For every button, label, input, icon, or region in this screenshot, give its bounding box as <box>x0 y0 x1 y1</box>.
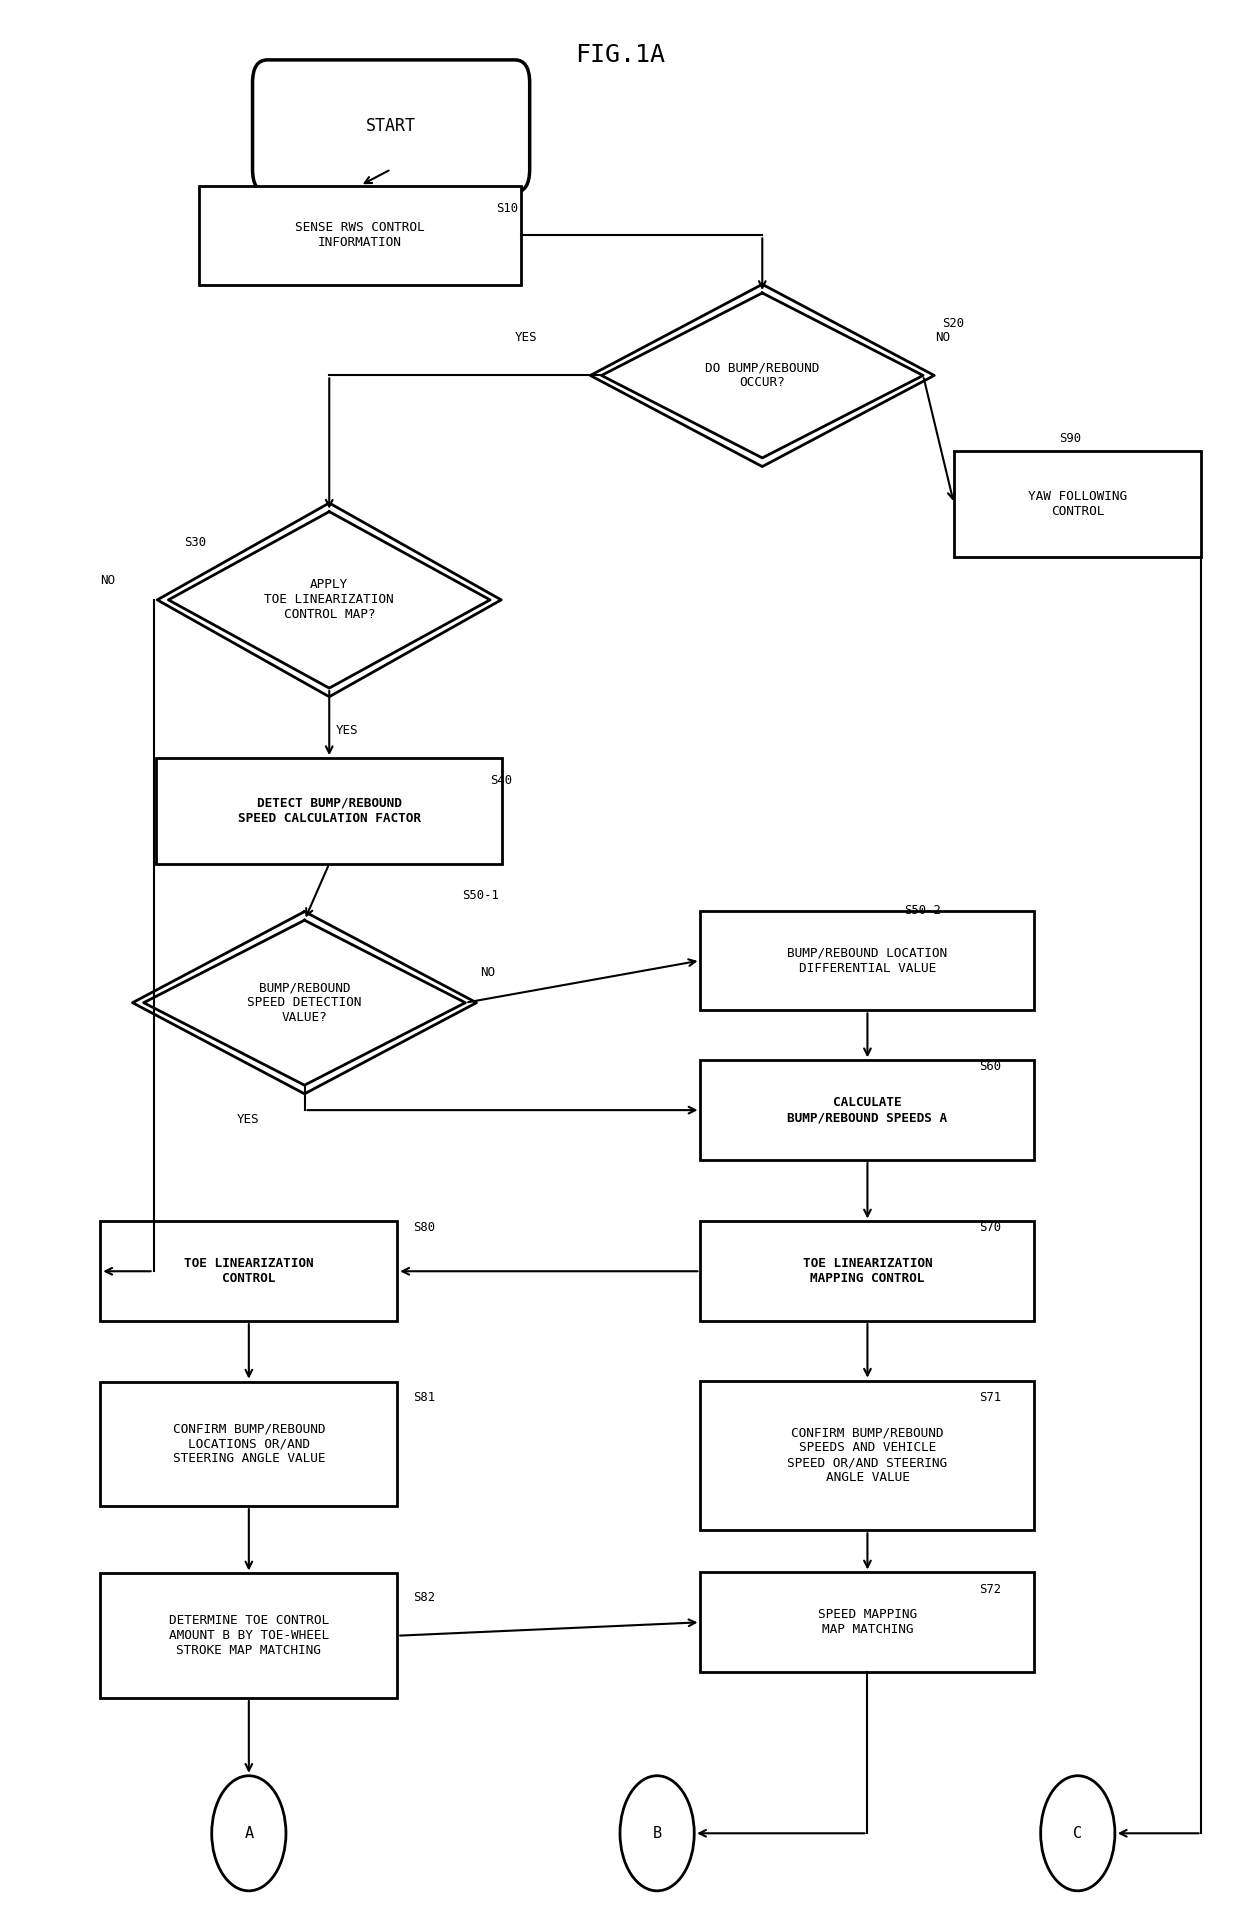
Text: START: START <box>366 117 417 134</box>
Text: S40: S40 <box>490 774 512 788</box>
Text: DETECT BUMP/REBOUND
SPEED CALCULATION FACTOR: DETECT BUMP/REBOUND SPEED CALCULATION FA… <box>238 797 420 824</box>
Bar <box>156 759 502 864</box>
Text: BUMP/REBOUND
SPEED DETECTION
VALUE?: BUMP/REBOUND SPEED DETECTION VALUE? <box>247 982 362 1024</box>
Text: S70: S70 <box>978 1220 1001 1233</box>
Text: S72: S72 <box>978 1583 1001 1596</box>
Text: TOE LINEARIZATION
CONTROL: TOE LINEARIZATION CONTROL <box>184 1256 314 1285</box>
Text: YAW FOLLOWING
CONTROL: YAW FOLLOWING CONTROL <box>1028 490 1127 519</box>
Text: YES: YES <box>515 330 537 344</box>
Circle shape <box>620 1775 694 1890</box>
Bar <box>701 1060 1034 1160</box>
Text: S81: S81 <box>413 1391 435 1404</box>
Text: S60: S60 <box>978 1060 1001 1072</box>
Text: S90: S90 <box>1059 432 1081 446</box>
Text: S82: S82 <box>413 1591 435 1604</box>
Text: S20: S20 <box>941 317 963 330</box>
Text: SENSE RWS CONTROL
INFORMATION: SENSE RWS CONTROL INFORMATION <box>295 221 425 250</box>
Bar <box>701 1381 1034 1531</box>
Text: S10: S10 <box>496 202 518 215</box>
Text: S80: S80 <box>413 1220 435 1233</box>
Bar <box>100 1222 397 1322</box>
Text: S30: S30 <box>185 536 207 549</box>
Text: DETERMINE TOE CONTROL
AMOUNT B BY TOE-WHEEL
STROKE MAP MATCHING: DETERMINE TOE CONTROL AMOUNT B BY TOE-WH… <box>169 1614 329 1658</box>
Bar <box>200 186 521 286</box>
Text: S50-2: S50-2 <box>904 905 941 916</box>
Text: CONFIRM BUMP/REBOUND
SPEEDS AND VEHICLE
SPEED OR/AND STEERING
ANGLE VALUE: CONFIRM BUMP/REBOUND SPEEDS AND VEHICLE … <box>787 1427 947 1485</box>
Circle shape <box>1040 1775 1115 1890</box>
Bar <box>100 1381 397 1506</box>
Text: FIG.1A: FIG.1A <box>575 42 665 67</box>
Text: B: B <box>652 1825 662 1840</box>
Text: SPEED MAPPING
MAP MATCHING: SPEED MAPPING MAP MATCHING <box>818 1608 918 1637</box>
Text: C: C <box>1073 1825 1083 1840</box>
Text: YES: YES <box>237 1112 259 1126</box>
Bar <box>954 451 1202 557</box>
Text: YES: YES <box>336 724 358 738</box>
Text: NO: NO <box>480 966 495 978</box>
Text: BUMP/REBOUND LOCATION
DIFFERENTIAL VALUE: BUMP/REBOUND LOCATION DIFFERENTIAL VALUE <box>787 947 947 974</box>
Bar <box>701 911 1034 1010</box>
Text: CONFIRM BUMP/REBOUND
LOCATIONS OR/AND
STEERING ANGLE VALUE: CONFIRM BUMP/REBOUND LOCATIONS OR/AND ST… <box>172 1422 325 1466</box>
FancyBboxPatch shape <box>253 60 529 192</box>
Text: APPLY
TOE LINEARIZATION
CONTROL MAP?: APPLY TOE LINEARIZATION CONTROL MAP? <box>264 578 394 620</box>
Text: A: A <box>244 1825 253 1840</box>
Text: NO: NO <box>100 574 115 588</box>
Text: S71: S71 <box>978 1391 1001 1404</box>
Polygon shape <box>133 912 476 1093</box>
Polygon shape <box>157 503 501 697</box>
Text: CALCULATE
BUMP/REBOUND SPEEDS A: CALCULATE BUMP/REBOUND SPEEDS A <box>787 1097 947 1124</box>
Polygon shape <box>590 284 934 467</box>
Text: NO: NO <box>935 330 951 344</box>
Circle shape <box>212 1775 286 1890</box>
Text: DO BUMP/REBOUND
OCCUR?: DO BUMP/REBOUND OCCUR? <box>706 361 820 390</box>
Bar <box>701 1222 1034 1322</box>
Bar <box>100 1573 397 1698</box>
Text: S50-1: S50-1 <box>461 889 498 901</box>
Bar <box>701 1573 1034 1671</box>
Text: TOE LINEARIZATION
MAPPING CONTROL: TOE LINEARIZATION MAPPING CONTROL <box>802 1256 932 1285</box>
